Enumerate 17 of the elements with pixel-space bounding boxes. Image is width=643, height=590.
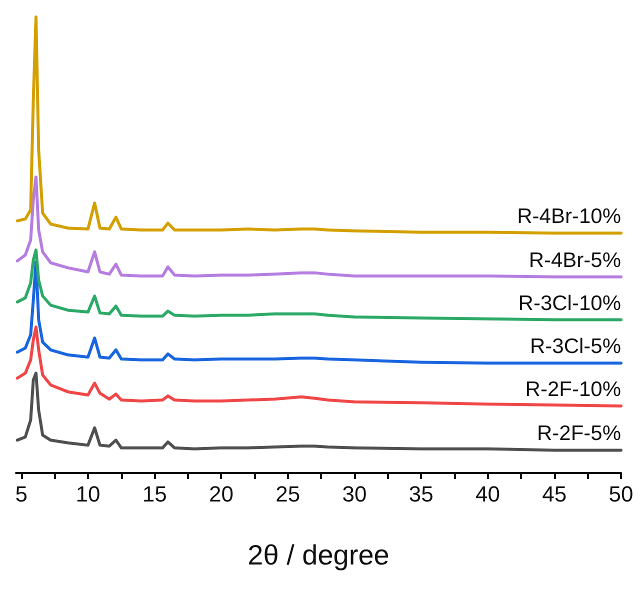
series-label: R-4Br-10% (517, 205, 621, 228)
series-label: R-3Cl-10% (518, 292, 621, 315)
x-tick-label: 25 (276, 482, 300, 506)
x-tick-label: 45 (542, 482, 567, 506)
x-axis-title: 2θ / degree (248, 540, 390, 570)
x-tick-label: 15 (142, 482, 167, 506)
series-label: R-2F-10% (525, 378, 621, 401)
x-tick-label: 35 (408, 482, 434, 506)
series-label: R-4Br-5% (528, 248, 621, 272)
series-label: R-2F-5% (536, 422, 621, 446)
x-tick-label: 30 (342, 482, 367, 506)
x-tick-label: 10 (76, 482, 100, 506)
x-tick-label: 5 (15, 482, 28, 506)
x-tick-label: 40 (476, 482, 500, 506)
x-tick-label: 20 (208, 482, 234, 506)
series-label: R-3Cl-5% (530, 335, 621, 358)
x-tick-label: 50 (608, 482, 634, 506)
